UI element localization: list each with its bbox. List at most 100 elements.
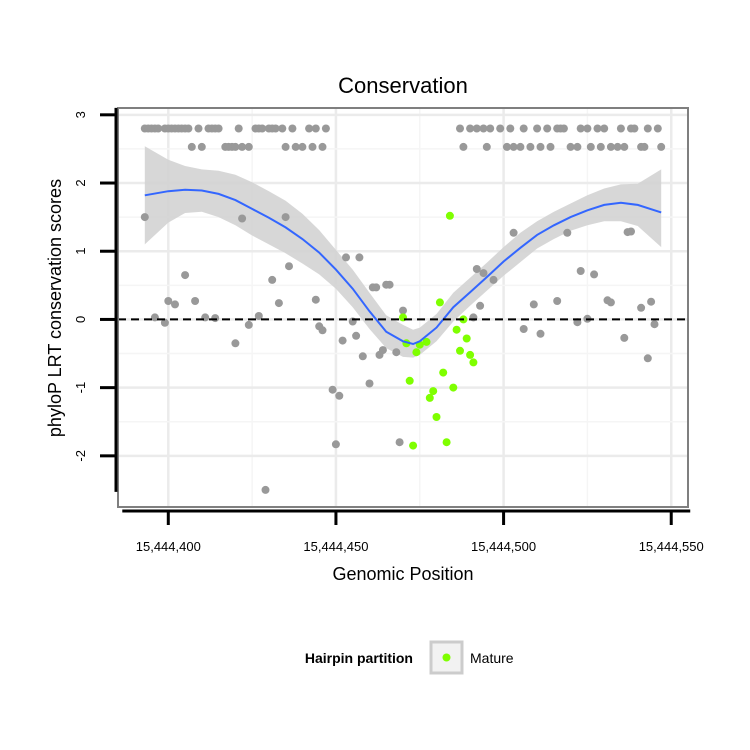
other-point bbox=[191, 297, 200, 305]
other-point bbox=[338, 336, 347, 345]
other-point bbox=[472, 265, 481, 273]
mature-point bbox=[412, 348, 421, 357]
confidence-band-area bbox=[144, 146, 662, 358]
other-point bbox=[268, 275, 277, 284]
other-point bbox=[479, 124, 488, 133]
other-point bbox=[291, 142, 300, 151]
mature-point bbox=[439, 368, 448, 377]
mature-point bbox=[456, 346, 464, 355]
other-point bbox=[630, 124, 639, 133]
other-point bbox=[234, 124, 243, 133]
other-point bbox=[516, 142, 525, 151]
other-point bbox=[559, 124, 568, 133]
other-point bbox=[519, 325, 528, 333]
other-point bbox=[244, 142, 253, 151]
other-point bbox=[536, 142, 545, 151]
other-point bbox=[281, 142, 290, 151]
other-point bbox=[486, 124, 495, 133]
y-tick-label: 3 bbox=[73, 111, 88, 118]
y-tick-label: -2 bbox=[73, 450, 88, 462]
x-tick-label: 15,444,500 bbox=[471, 539, 536, 554]
other-point bbox=[566, 142, 575, 151]
confidence-band bbox=[144, 146, 662, 358]
other-point bbox=[606, 298, 615, 307]
other-point bbox=[650, 320, 659, 329]
mature-point bbox=[469, 358, 478, 367]
legend-label-mature: Mature bbox=[470, 650, 514, 666]
other-point bbox=[647, 297, 656, 306]
y-tick-label: 1 bbox=[73, 248, 88, 255]
other-point bbox=[533, 124, 542, 133]
other-point bbox=[593, 124, 602, 133]
other-point bbox=[657, 142, 666, 151]
other-point bbox=[620, 142, 629, 151]
other-point bbox=[288, 124, 297, 133]
other-point bbox=[278, 124, 287, 133]
other-point bbox=[328, 385, 337, 394]
other-point bbox=[395, 438, 404, 447]
other-point bbox=[154, 124, 163, 133]
other-point bbox=[352, 331, 361, 340]
other-point bbox=[546, 142, 555, 151]
legend-marker bbox=[442, 653, 451, 662]
other-point bbox=[160, 318, 169, 327]
other-point bbox=[643, 354, 652, 363]
x-axis-title: Genomic Position bbox=[332, 564, 473, 584]
other-point bbox=[399, 306, 407, 315]
smooth-curve bbox=[144, 188, 662, 346]
mature-point bbox=[452, 325, 461, 334]
other-point bbox=[519, 124, 528, 133]
other-points bbox=[140, 124, 666, 494]
legend: Hairpin partition Mature bbox=[305, 640, 514, 675]
mature-point bbox=[425, 393, 434, 402]
mature-point bbox=[462, 334, 471, 343]
other-point bbox=[573, 142, 582, 151]
mature-point bbox=[466, 350, 475, 359]
other-point bbox=[171, 300, 179, 309]
other-point bbox=[244, 320, 253, 329]
other-point bbox=[643, 124, 652, 133]
y-tick-label: -1 bbox=[73, 382, 88, 394]
other-point bbox=[606, 142, 615, 151]
other-point bbox=[526, 142, 535, 151]
mature-point bbox=[422, 337, 431, 346]
other-point bbox=[231, 339, 240, 348]
panel-border bbox=[117, 107, 689, 508]
other-point bbox=[459, 142, 468, 151]
other-point bbox=[311, 124, 320, 133]
other-point bbox=[164, 297, 173, 305]
other-point bbox=[637, 303, 646, 312]
other-point bbox=[509, 142, 518, 151]
other-point bbox=[563, 228, 572, 237]
other-point bbox=[211, 314, 220, 323]
other-point bbox=[261, 485, 270, 494]
other-point bbox=[378, 346, 387, 355]
mature-point bbox=[432, 413, 441, 421]
smooth-line bbox=[144, 188, 662, 346]
other-point bbox=[214, 124, 223, 133]
other-point bbox=[620, 333, 629, 342]
other-point bbox=[311, 295, 320, 304]
other-point bbox=[331, 440, 340, 449]
mature-point bbox=[409, 441, 418, 450]
other-point bbox=[194, 124, 203, 133]
other-point bbox=[509, 228, 518, 237]
y-tick-label: 2 bbox=[73, 179, 88, 186]
x-tick-label: 15,444,550 bbox=[639, 539, 704, 554]
other-point bbox=[590, 270, 599, 279]
x-tick-label: 15,444,400 bbox=[136, 539, 201, 554]
legend-title: Hairpin partition bbox=[305, 650, 413, 666]
other-point bbox=[355, 253, 364, 262]
other-point bbox=[318, 142, 327, 151]
y-axis-title: phyloP LRT conservation scores bbox=[45, 179, 65, 437]
other-point bbox=[586, 142, 595, 151]
other-point bbox=[342, 253, 350, 262]
other-point bbox=[553, 297, 562, 305]
mature-point bbox=[435, 298, 444, 307]
other-point bbox=[529, 300, 538, 309]
other-point bbox=[616, 124, 625, 133]
other-point bbox=[298, 142, 307, 151]
other-point bbox=[184, 124, 193, 133]
other-point bbox=[187, 142, 196, 151]
